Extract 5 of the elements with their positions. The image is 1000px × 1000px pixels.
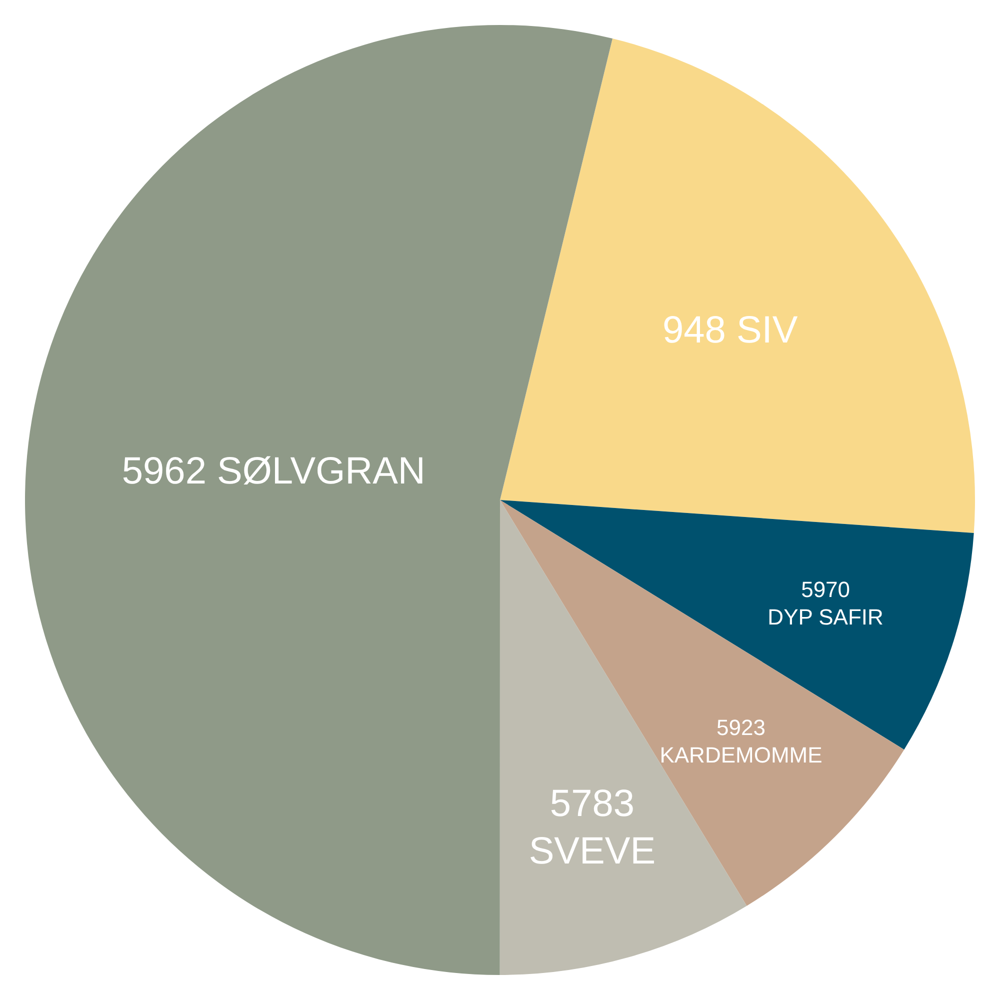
slice-label: 5970 DYP SAFIR (768, 577, 884, 630)
slice-label: 948 SIV (662, 309, 798, 352)
slice-label: 5962 SØLVGRAN (122, 450, 426, 492)
slice-label: 5783 SVEVE (528, 783, 656, 873)
slice-label: 5923 KARDEMOMME (660, 714, 822, 768)
